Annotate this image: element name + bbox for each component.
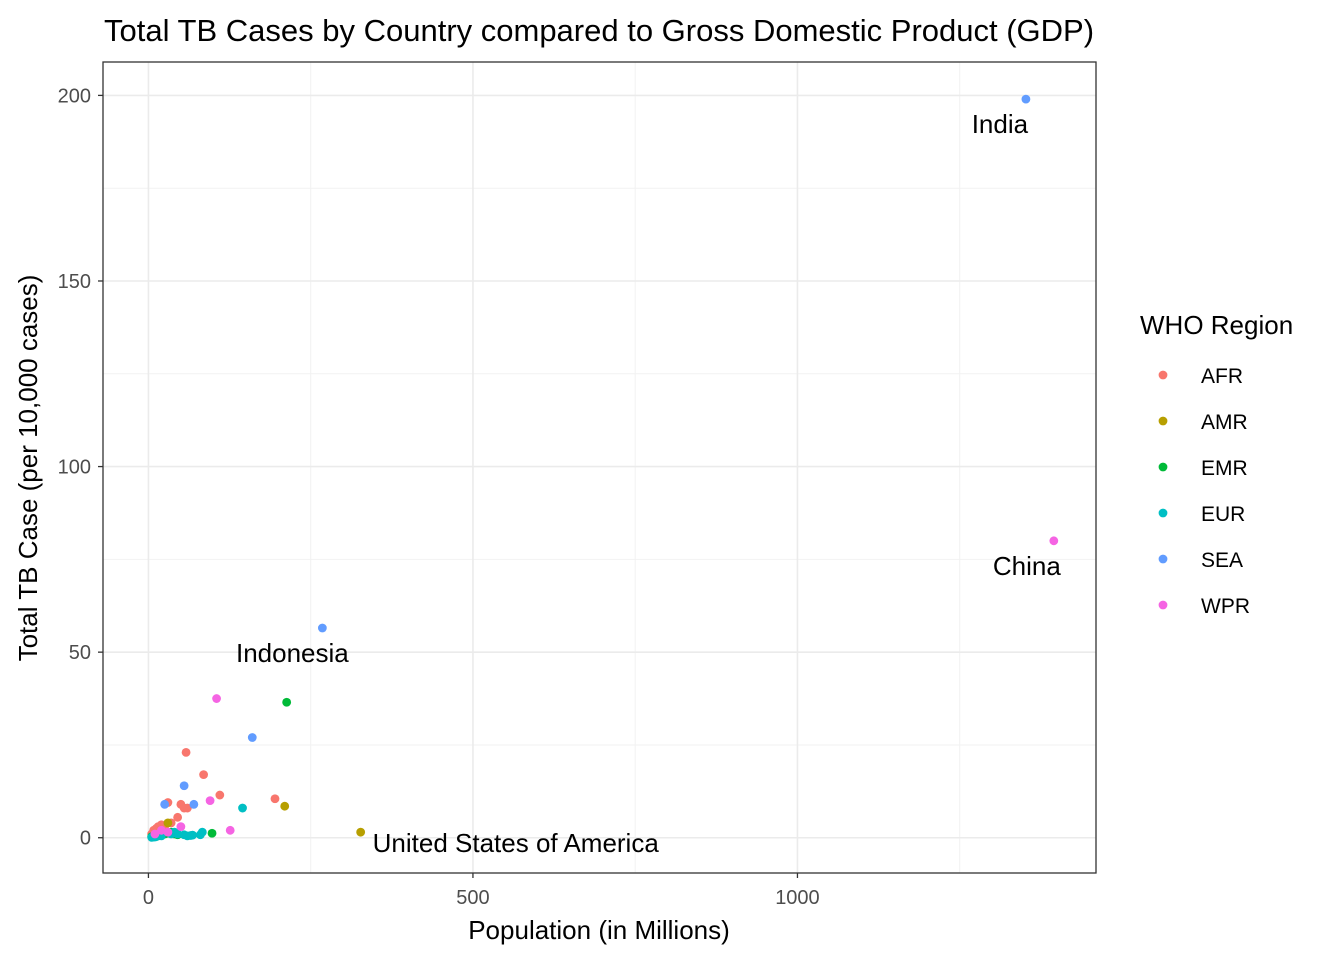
legend-key-eur — [1158, 508, 1168, 518]
y-tick-label: 0 — [80, 828, 91, 850]
annotation-label: United States of America — [373, 828, 660, 858]
annotation-label: India — [972, 109, 1029, 139]
data-point-afr — [173, 812, 183, 822]
chart-title: Total TB Cases by Country compared to Gr… — [104, 13, 1094, 48]
data-point-afr — [199, 770, 208, 780]
legend-label-afr: AFR — [1201, 365, 1243, 388]
data-point-wpr — [1049, 536, 1059, 546]
panel-background — [103, 62, 1096, 873]
legend: WHO Region AFR AMR EMR EUR SEA WPR — [1140, 310, 1293, 618]
panel-border — [102, 61, 1097, 874]
data-point-wpr — [163, 827, 173, 837]
annotation-label: China — [993, 551, 1061, 581]
y-tick-label: 50 — [69, 642, 91, 664]
data-point-wpr — [176, 822, 186, 832]
data-point-sea — [247, 733, 257, 742]
plot-panel: India China Indonesia United States of Amer… — [58, 61, 1097, 909]
data-point-eur — [173, 829, 183, 839]
data-point-afr — [181, 747, 191, 757]
x-axis-title: Population (in Millions) — [468, 915, 730, 945]
data-point-emr — [207, 828, 217, 838]
data-point-wpr — [150, 829, 160, 839]
x-tick-label: 0 — [143, 887, 154, 909]
data-point-amr — [163, 818, 173, 828]
data-point-sea — [317, 623, 327, 633]
legend-key-wpr — [1158, 600, 1168, 610]
legend-label-eur: EUR — [1201, 503, 1245, 526]
legend-label-amr: AMR — [1201, 411, 1248, 434]
data-point-sea — [160, 799, 170, 809]
y-tick-label: 200 — [58, 85, 91, 107]
data-point-amr — [280, 801, 290, 811]
legend-label-wpr: WPR — [1201, 595, 1250, 618]
data-point-eur — [238, 803, 247, 813]
y-axis-title: Total TB Case (per 10,000 cases) — [13, 275, 43, 662]
legend-key-amr — [1158, 416, 1168, 426]
y-tick-label: 100 — [58, 457, 91, 479]
legend-label-emr: EMR — [1201, 457, 1248, 480]
data-point-eur — [188, 830, 197, 840]
x-tick-label: 500 — [456, 887, 489, 909]
data-point-afr — [270, 794, 280, 804]
legend-title: WHO Region — [1140, 310, 1293, 340]
data-point-sea — [189, 799, 199, 809]
data-point-eur — [197, 827, 207, 837]
x-tick-label: 1000 — [775, 887, 820, 909]
data-point-amr — [356, 827, 366, 837]
legend-label-sea: SEA — [1201, 549, 1243, 572]
legend-key-sea — [1158, 554, 1168, 564]
data-point-wpr — [205, 796, 215, 806]
data-point-afr — [215, 790, 225, 800]
y-tick-label: 150 — [58, 271, 91, 293]
data-point-emr — [282, 697, 292, 707]
legend-key-emr — [1158, 462, 1168, 472]
data-point-wpr — [212, 694, 221, 703]
annotation-label: Indonesia — [236, 638, 349, 668]
data-point-afr — [182, 803, 192, 813]
data-point-sea — [179, 781, 189, 791]
legend-key-afr — [1158, 370, 1168, 380]
data-point-sea — [1021, 94, 1031, 104]
data-point-wpr — [225, 825, 235, 835]
